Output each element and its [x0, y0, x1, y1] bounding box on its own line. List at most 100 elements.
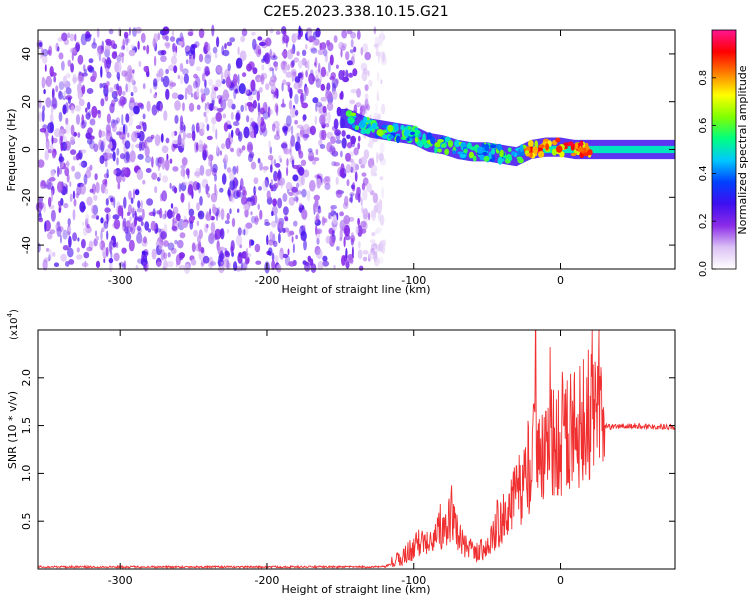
noise-blob [197, 210, 205, 220]
noise-blob [233, 261, 238, 272]
noise-blob [116, 83, 120, 91]
noise-blob [230, 245, 234, 254]
noise-blob [112, 241, 117, 248]
noise-blob [361, 172, 367, 177]
noise-blob [229, 208, 232, 215]
noise-blob [372, 242, 378, 247]
noise-blob [363, 149, 370, 160]
noise-blob [224, 250, 230, 256]
noise-blob [179, 232, 186, 239]
noise-blob [196, 104, 201, 111]
noise-blob [73, 198, 77, 207]
noise-blob [235, 234, 243, 247]
noise-blob [123, 260, 127, 270]
noise-blob [298, 227, 302, 236]
noise-blob [160, 133, 164, 143]
noise-blob [345, 261, 350, 269]
noise-blob [50, 189, 54, 202]
ridge-blob [345, 110, 353, 117]
ridge-blob [407, 126, 412, 130]
noise-blob [106, 168, 109, 179]
ridge-blob [426, 132, 433, 140]
noise-blob [79, 183, 86, 195]
noise-blob [217, 255, 221, 267]
noise-blob [62, 75, 67, 85]
noise-blob [321, 129, 327, 141]
noise-blob [261, 64, 265, 71]
noise-blob [192, 181, 199, 191]
noise-blob [197, 240, 202, 252]
noise-blob [104, 45, 111, 52]
noise-blob [158, 172, 162, 179]
noise-blob [184, 87, 188, 94]
noise-blob [106, 56, 112, 69]
noise-blob [346, 29, 353, 35]
ridge-blob [434, 141, 442, 148]
noise-blob [91, 105, 98, 118]
noise-blob [294, 93, 299, 105]
noise-blob [263, 167, 267, 173]
noise-blob [45, 247, 50, 252]
noise-blob [74, 171, 81, 180]
ridge-blob [388, 135, 394, 139]
noise-blob [320, 83, 326, 91]
noise-blob [75, 192, 79, 199]
noise-blob [257, 115, 262, 125]
noise-blob [202, 149, 207, 161]
noise-blob [173, 51, 178, 57]
noise-blob [259, 162, 263, 171]
noise-blob [180, 124, 184, 131]
ridge-blob [491, 148, 496, 155]
noise-blob [316, 237, 320, 245]
noise-blob [231, 217, 236, 228]
noise-blob [213, 86, 219, 92]
noise-blob [293, 220, 298, 227]
noise-blob [238, 83, 246, 95]
noise-blob [181, 137, 185, 149]
noise-blob [81, 84, 86, 95]
noise-blob [35, 201, 43, 212]
noise-blob [42, 259, 48, 271]
noise-blob [68, 259, 75, 265]
noise-blob [259, 209, 263, 220]
noise-blob [112, 122, 117, 133]
noise-blob [62, 183, 68, 190]
noise-blob [326, 82, 331, 91]
noise-blob [335, 78, 340, 85]
noise-blob [335, 176, 339, 185]
x-tick-label: 0 [557, 274, 564, 287]
noise-blob [233, 190, 240, 200]
noise-blob [82, 226, 88, 236]
noise-blob [328, 212, 331, 219]
ridge-blob [488, 151, 492, 159]
noise-blob [161, 159, 166, 170]
noise-blob [100, 230, 103, 241]
noise-blob [57, 181, 63, 193]
noise-blob [368, 79, 373, 87]
noise-blob [301, 49, 307, 56]
noise-blob [137, 40, 140, 51]
ridge-blob [460, 141, 467, 148]
noise-blob [167, 242, 175, 251]
noise-blob [86, 246, 93, 252]
noise-blob [143, 45, 146, 51]
noise-blob [207, 193, 211, 198]
noise-blob [83, 173, 88, 185]
noise-blob [116, 157, 119, 166]
noise-blob [312, 77, 316, 82]
noise-blob [49, 66, 54, 77]
noise-blob [241, 195, 248, 206]
noise-blob [75, 254, 83, 260]
noise-blob [242, 203, 250, 211]
noise-blob [103, 258, 106, 264]
noise-blob [237, 46, 240, 56]
noise-blob [79, 149, 87, 154]
snr-y-multiplier: (x104) [6, 309, 20, 340]
noise-blob [257, 77, 264, 82]
noise-blob [151, 156, 154, 168]
noise-blob [100, 66, 103, 78]
noise-blob [293, 57, 300, 63]
noise-blob [189, 220, 194, 230]
noise-blob [150, 220, 157, 231]
ridge-blob [484, 143, 490, 152]
